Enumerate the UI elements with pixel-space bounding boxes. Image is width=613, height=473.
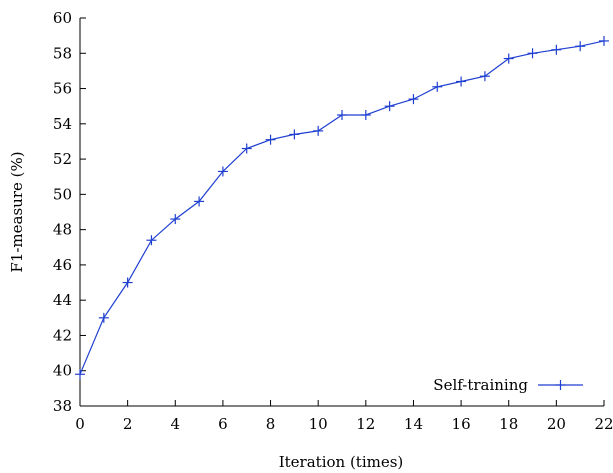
y-tick-label: 42 (53, 326, 72, 344)
x-tick-label: 18 (499, 415, 518, 433)
y-axis-title: F1-measure (%) (8, 151, 26, 272)
y-tick-label: 48 (53, 221, 72, 239)
x-tick-label: 6 (218, 415, 228, 433)
x-tick-label: 8 (266, 415, 276, 433)
legend: Self-training (433, 376, 583, 394)
x-axis-title: Iteration (times) (279, 453, 404, 471)
x-tick-label: 22 (594, 415, 613, 433)
data-point (146, 235, 157, 246)
data-point (527, 48, 538, 59)
x-tick-label: 10 (309, 415, 328, 433)
x-axis-ticks: 0 2 4 6 8 10 12 14 16 18 20 22 (75, 400, 613, 433)
data-point (551, 44, 562, 55)
data-point (384, 101, 395, 112)
x-tick-label: 16 (452, 415, 471, 433)
x-tick-label: 12 (356, 415, 375, 433)
data-point (456, 76, 467, 87)
y-tick-label: 46 (53, 256, 72, 274)
y-tick-label: 60 (53, 9, 72, 27)
y-tick-label: 40 (53, 362, 72, 380)
y-tick-label: 58 (53, 44, 72, 62)
x-tick-label: 20 (547, 415, 566, 433)
data-point (479, 71, 490, 82)
y-tick-label: 50 (53, 185, 72, 203)
data-point (289, 129, 300, 140)
data-point (360, 110, 371, 120)
data-point (313, 125, 324, 136)
data-point (122, 277, 133, 288)
y-tick-label: 56 (53, 80, 72, 98)
axes (79, 18, 604, 407)
y-tick-label: 38 (53, 397, 72, 415)
legend-label-self-training: Self-training (433, 376, 528, 394)
data-point (98, 312, 109, 323)
data-point (432, 81, 443, 92)
series-line-self-training (79, 40, 605, 375)
data-point (503, 53, 514, 64)
x-tick-label: 0 (75, 415, 85, 433)
x-tick-label: 4 (170, 415, 180, 433)
y-tick-label: 54 (53, 115, 72, 133)
x-tick-label: 14 (404, 415, 423, 433)
data-point (170, 214, 181, 225)
data-point (265, 134, 276, 145)
series-group (75, 35, 609, 380)
data-point (408, 94, 419, 105)
y-axis-ticks: 38 40 42 44 46 48 50 52 54 56 58 60 (53, 9, 86, 415)
data-point (575, 41, 586, 52)
data-point (217, 166, 228, 177)
data-point (241, 143, 252, 154)
y-tick-label: 44 (53, 291, 72, 309)
x-tick-label: 2 (123, 415, 133, 433)
data-point (75, 369, 85, 380)
data-point (194, 196, 205, 207)
data-point (337, 110, 347, 120)
data-point (599, 35, 609, 46)
y-tick-label: 52 (53, 150, 72, 168)
